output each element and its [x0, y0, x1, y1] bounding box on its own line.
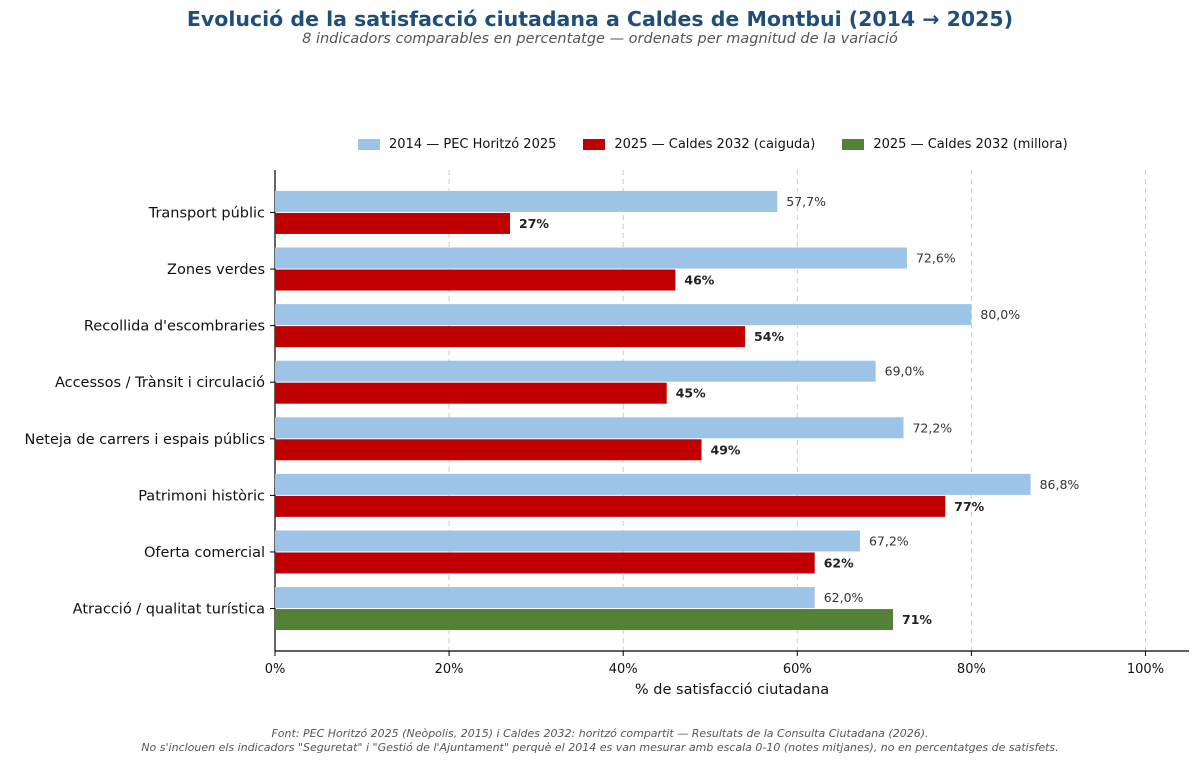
- x-tick-label: 100%: [1127, 662, 1164, 677]
- legend-swatch-2025-drop: [583, 139, 606, 150]
- data-label-2025: 77%: [954, 499, 984, 514]
- bar-2025: [275, 439, 702, 461]
- data-label-2025: 45%: [676, 386, 706, 401]
- bar-2025: [275, 212, 511, 234]
- x-axis-label: % de satisfacció ciutadana: [635, 682, 829, 698]
- data-label-2025: 46%: [684, 273, 714, 288]
- data-label-2014: 67,2%: [869, 533, 909, 548]
- bar-2025: [275, 609, 894, 631]
- legend-label-2025-drop: 2025 — Caldes 2032 (caiguda): [614, 137, 816, 152]
- category-label: Neteja de carrers i espais públics: [25, 432, 265, 448]
- data-label-2014: 86,8%: [1040, 477, 1080, 492]
- x-tick-label: 20%: [435, 662, 464, 677]
- data-label-2014: 72,6%: [916, 251, 956, 266]
- data-label-2025: 49%: [711, 442, 741, 457]
- bar-2014: [275, 190, 778, 212]
- category-label: Patrimoni històric: [138, 488, 265, 504]
- chart-subtitle: 8 indicadors comparables en percentatge …: [302, 31, 898, 47]
- data-label-2025: 71%: [902, 612, 932, 627]
- bar-2025: [275, 326, 746, 348]
- data-label-2025: 54%: [754, 329, 784, 344]
- category-label: Accessos / Trànsit i circulació: [55, 375, 265, 391]
- bar-2025: [275, 552, 815, 574]
- legend-label-2014: 2014 — PEC Horitzó 2025: [389, 137, 557, 152]
- bar-2025: [275, 495, 946, 517]
- footer-source: Font: PEC Horitzó 2025 (Neòpolis, 2015) …: [271, 727, 929, 740]
- data-label-2014: 69,0%: [885, 364, 925, 379]
- bar-2014: [275, 304, 972, 326]
- bar-2014: [275, 417, 904, 439]
- legend-swatch-2025-improve: [842, 139, 865, 150]
- data-label-2014: 72,2%: [912, 420, 952, 435]
- bar-2025: [275, 269, 676, 291]
- category-label: Recollida d'escombraries: [84, 319, 265, 335]
- category-label: Oferta comercial: [144, 545, 265, 561]
- x-tick-label: 0%: [265, 662, 286, 677]
- bar-2014: [275, 360, 876, 382]
- legend-swatch-2014: [358, 139, 380, 150]
- x-tick-label: 80%: [957, 662, 986, 677]
- chart-title: Evolució de la satisfacció ciutadana a C…: [186, 7, 1014, 31]
- category-label: Zones verdes: [167, 262, 265, 278]
- bar-2025: [275, 382, 667, 404]
- category-label: Atracció / qualitat turística: [73, 602, 265, 618]
- legend-item-2025-drop: 2025 — Caldes 2032 (caiguda): [583, 137, 815, 152]
- category-label: Transport públic: [148, 205, 265, 221]
- legend-label-2025-improve: 2025 — Caldes 2032 (millora): [873, 137, 1068, 152]
- data-label-2014: 62,0%: [824, 590, 864, 605]
- bar-2014: [275, 473, 1031, 495]
- legend-item-2014: 2014 — PEC Horitzó 2025: [358, 137, 556, 152]
- x-tick-label: 40%: [609, 662, 638, 677]
- data-label-2014: 57,7%: [786, 194, 826, 209]
- data-label-2014: 80,0%: [980, 307, 1020, 322]
- bar-2014: [275, 587, 815, 609]
- x-tick-label: 60%: [783, 662, 812, 677]
- data-label-2025: 62%: [824, 555, 854, 570]
- chart-legend: 2014 — PEC Horitzó 2025 2025 — Caldes 20…: [358, 137, 1095, 152]
- footer-note: No s'inclouen els indicadors "Seguretat"…: [141, 741, 1059, 754]
- bar-2014: [275, 530, 860, 552]
- bar-2014: [275, 247, 907, 269]
- data-label-2025: 27%: [519, 216, 549, 231]
- legend-item-2025-improve: 2025 — Caldes 2032 (millora): [842, 137, 1068, 152]
